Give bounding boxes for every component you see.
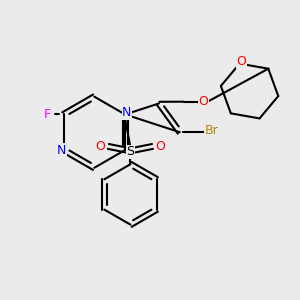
Text: F: F [44,108,51,121]
Text: Br: Br [205,124,219,137]
Text: O: O [96,140,106,153]
Text: S: S [126,145,134,158]
Text: O: O [198,95,208,108]
Text: O: O [155,140,165,153]
Text: N: N [57,143,67,157]
Text: N: N [122,106,132,119]
Text: O: O [236,56,246,68]
